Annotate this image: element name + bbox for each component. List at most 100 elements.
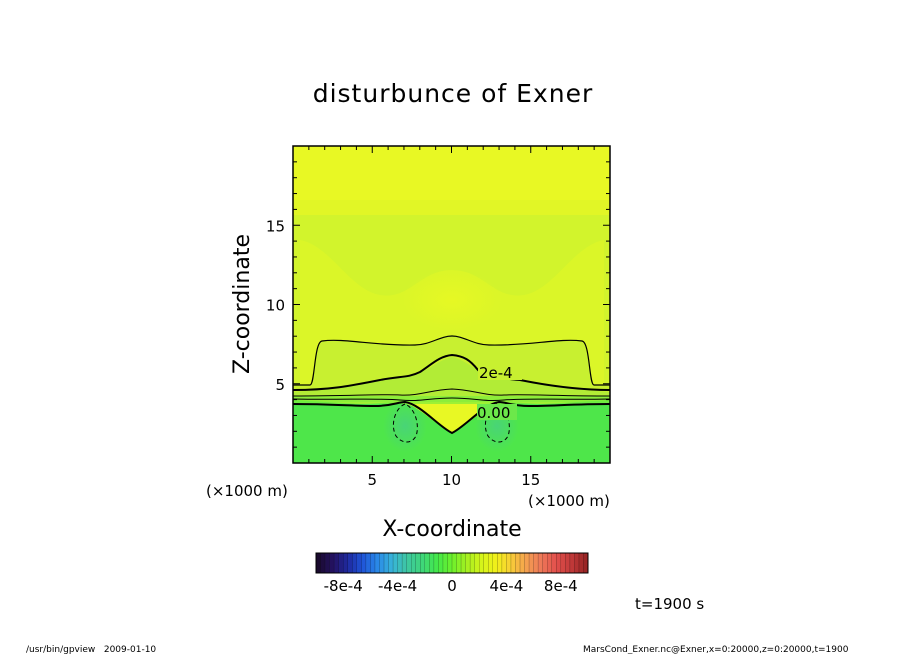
colorbar-cell: [402, 553, 407, 573]
colorbar-cell: [542, 553, 548, 573]
colorbar-tick-label: -8e-4: [324, 577, 363, 595]
colorbar-cell: [470, 553, 475, 573]
colorbar-tick-label: 0: [447, 577, 457, 595]
x-tick-label: 10: [442, 471, 461, 489]
colorbar-tick-label: 8e-4: [544, 577, 578, 595]
colorbar-cell: [529, 553, 534, 573]
contour-label-bg-2: [477, 404, 517, 420]
colorbar-cell: [447, 553, 453, 573]
colorbar-cell: [397, 553, 403, 573]
colorbar-cell: [320, 553, 326, 573]
colorbar-cell: [442, 553, 448, 573]
colorbar-cell: [325, 553, 330, 573]
colorbar-cell: [393, 553, 398, 573]
contour-label-zero: 0.00: [477, 404, 510, 422]
contour-zero: [293, 400, 610, 435]
colorbar-cell: [429, 553, 435, 573]
colorbar-frame: [315, 552, 589, 574]
colorbar-cell: [406, 553, 412, 573]
contour-outer: [293, 335, 610, 386]
colorbar-cell: [424, 553, 430, 573]
contour-thin-a: [293, 388, 610, 397]
footer-right: MarsCond_Exner.nc@Exner,x=0:20000,z=0:20…: [583, 645, 849, 654]
colorbar-cell: [574, 553, 580, 573]
colorbar-cell: [578, 553, 584, 573]
colorbar-cell: [560, 553, 566, 573]
colorbar-cell: [533, 553, 539, 573]
field-dip-left: [383, 400, 427, 452]
colorbar-cell: [456, 553, 462, 573]
y-tick-label: 10: [266, 297, 285, 315]
colorbar-cell: [551, 553, 557, 573]
colorbar-cell: [501, 553, 507, 573]
colorbar-cell: [438, 553, 444, 573]
colorbar-cell: [338, 553, 344, 573]
chart-title: disturbunce of Exner: [313, 79, 594, 108]
colorbar-cell: [379, 553, 385, 573]
colorbar-cell: [583, 553, 589, 573]
contour-label-2e-4: 2e-4: [479, 364, 513, 382]
field-yellow-blob: [402, 270, 502, 330]
y-tick-label: 5: [275, 376, 285, 394]
colorbar-cell: [420, 553, 426, 573]
colorbar-cell: [352, 553, 358, 573]
colorbar-cell: [316, 553, 321, 573]
colorbar-cell: [465, 553, 471, 573]
contour-negative-left: [392, 403, 418, 443]
colorbar-cell: [411, 553, 417, 573]
colorbar-cell: [524, 553, 530, 573]
colorbar-cell: [356, 553, 362, 573]
contour-2e-4: [293, 353, 610, 391]
y-tick-label: 15: [266, 217, 285, 235]
footer-left: /usr/bin/gpview 2009-01-10: [26, 645, 156, 654]
colorbar-cell: [452, 553, 457, 573]
contour-label-bg-1: [478, 364, 522, 380]
field-plateau-inner: [293, 357, 610, 402]
colorbar-cell: [365, 553, 371, 573]
colorbar-cell: [520, 553, 525, 573]
colorbar-cell: [370, 553, 376, 573]
colorbar-cell: [433, 553, 439, 573]
colorbar-cell: [515, 553, 521, 573]
colorbar-cell: [492, 553, 498, 573]
colorbar-cell: [347, 553, 353, 573]
y-axis-label: Z-coordinate: [230, 234, 255, 374]
colorbar-cell: [461, 553, 466, 573]
colorbar-cell: [479, 553, 485, 573]
colorbar-cell: [474, 553, 480, 573]
x-unit-right: (×1000 m): [528, 492, 610, 510]
colorbar-cell: [329, 553, 335, 573]
colorbar-tick-label: 4e-4: [490, 577, 524, 595]
colorbar-cell: [547, 553, 553, 573]
colorbar-cell: [483, 553, 489, 573]
colorbar-cell: [415, 553, 421, 573]
colorbar-cell: [506, 553, 512, 573]
colorbar-cell: [556, 553, 562, 573]
colorbar-cell: [384, 553, 389, 573]
contour-thin-b: [293, 397, 610, 402]
time-label: t=1900 s: [635, 595, 704, 613]
colorbar-cell: [334, 553, 339, 573]
colorbar-cell: [497, 553, 503, 573]
colorbar-cell: [538, 553, 543, 573]
heatmap-field: [293, 146, 610, 463]
colorbar-cell: [343, 553, 349, 573]
colorbar: -8e-4 -4e-4 0 4e-4 8e-4: [315, 552, 589, 595]
colorbar-cell: [361, 553, 367, 573]
x-unit-left: (×1000 m): [206, 482, 288, 500]
colorbar-cell: [488, 553, 494, 573]
axes: 5 10 15 5 10 15: [266, 146, 610, 489]
field-lower-green: [293, 400, 610, 463]
x-axis-label: X-coordinate: [382, 517, 521, 542]
field-transition: [293, 396, 610, 404]
x-tick-label: 15: [521, 471, 540, 489]
contour-lines: [293, 335, 610, 443]
colorbar-cell: [510, 553, 516, 573]
colorbar-cell: [569, 553, 575, 573]
x-tick-label: 5: [367, 471, 377, 489]
colorbar-cell: [374, 553, 380, 573]
colorbar-cell: [388, 553, 394, 573]
colorbar-tick-label: -4e-4: [378, 577, 417, 595]
colorbar-cell: [565, 553, 571, 573]
